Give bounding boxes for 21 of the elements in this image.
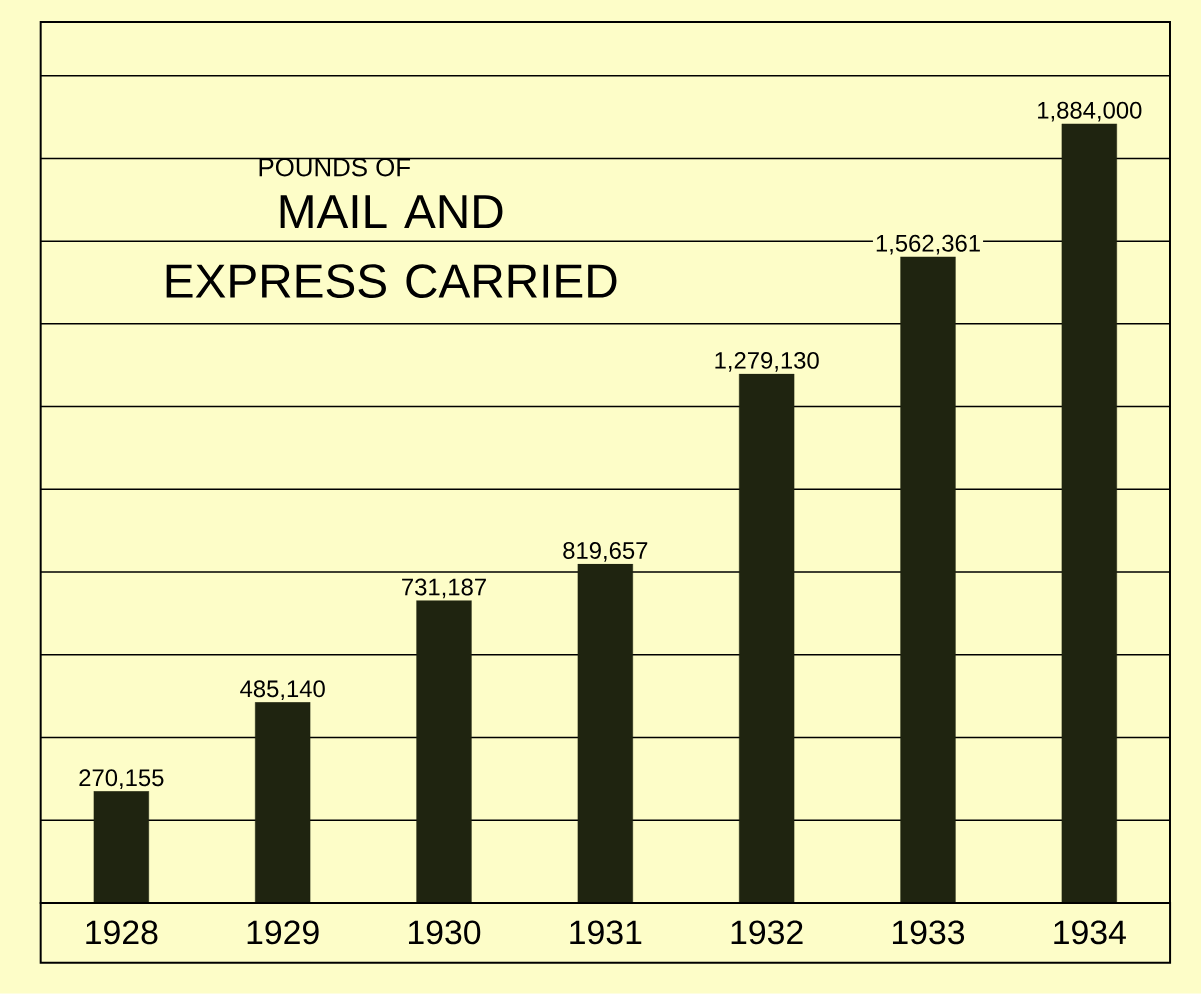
data-label: 270,155 [79,769,164,790]
bar [416,600,472,904]
x-tick-label: 1933 [892,920,965,945]
data-label: 1,562,361 [876,234,980,255]
bar [577,563,633,904]
bar [739,373,795,904]
data-label: 731,187 [402,578,486,599]
x-tick-label: 1931 [570,920,642,945]
x-tick-label: 1930 [408,920,481,945]
x-tick-label: 1928 [86,920,158,945]
bar [93,791,149,904]
x-tick-label: 1929 [247,920,319,945]
x-tick-label: 1934 [1054,920,1126,945]
data-label: 1,884,000 [1038,101,1142,122]
data-label: 1,279,130 [715,352,819,372]
text: MAIL AND EXPRESS CARRIED [166,195,617,299]
x-tick-label: 1932 [731,920,803,945]
bar [255,702,311,904]
data-label: 485,140 [240,680,325,701]
data-label: 819,657 [563,542,648,562]
bar [1061,123,1117,904]
